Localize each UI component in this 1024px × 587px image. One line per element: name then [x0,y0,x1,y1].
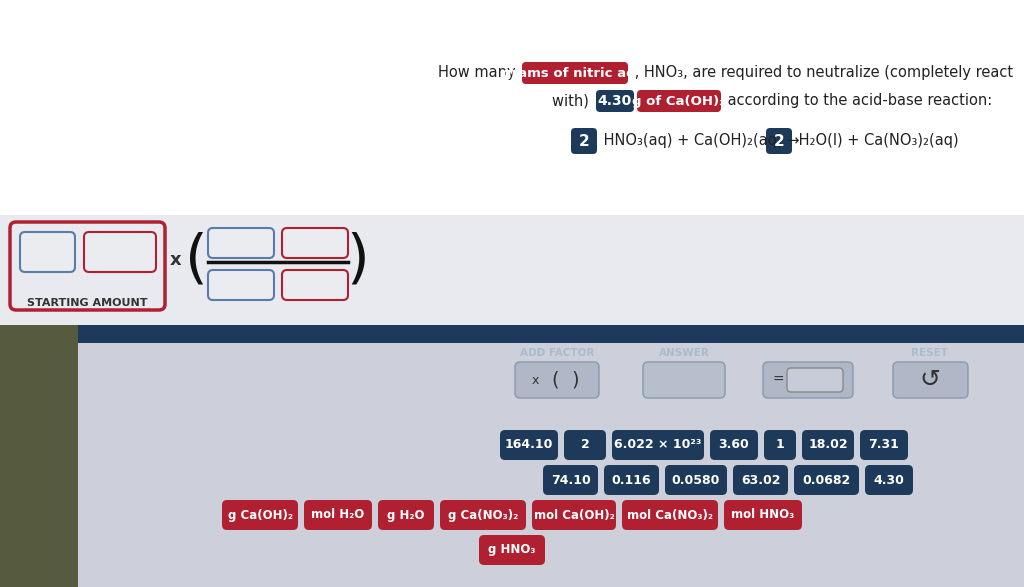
FancyBboxPatch shape [532,500,616,530]
FancyBboxPatch shape [84,232,156,272]
Text: g H₂O: g H₂O [387,508,425,521]
FancyBboxPatch shape [766,128,792,154]
Text: How many: How many [437,66,520,80]
Text: ): ) [571,370,579,390]
FancyBboxPatch shape [794,465,859,495]
Text: 3.60: 3.60 [719,438,750,451]
FancyBboxPatch shape [860,430,908,460]
Text: x: x [531,373,539,386]
FancyBboxPatch shape [865,465,913,495]
Bar [0,215,1024,327]
Text: grams of nitric acid: grams of nitric acid [502,66,648,79]
Text: g Ca(NO₃)₂: g Ca(NO₃)₂ [447,508,518,521]
FancyBboxPatch shape [571,128,597,154]
FancyBboxPatch shape [20,232,75,272]
FancyBboxPatch shape [665,465,727,495]
Text: H₂O(l) + Ca(NO₃)₂(aq): H₂O(l) + Ca(NO₃)₂(aq) [794,133,958,149]
Text: 63.02: 63.02 [740,474,780,487]
Text: 74.10: 74.10 [551,474,591,487]
Text: g Ca(OH)₂: g Ca(OH)₂ [227,508,293,521]
Text: with): with) [553,93,594,109]
Text: (: ( [551,370,559,390]
Text: 164.10: 164.10 [505,438,553,451]
FancyBboxPatch shape [710,430,758,460]
Text: 0.116: 0.116 [611,474,651,487]
Text: STARTING AMOUNT: STARTING AMOUNT [28,298,147,308]
FancyBboxPatch shape [222,500,298,530]
FancyBboxPatch shape [733,465,788,495]
FancyBboxPatch shape [637,90,721,112]
FancyBboxPatch shape [763,362,853,398]
FancyBboxPatch shape [564,430,606,460]
Text: 2: 2 [581,438,590,451]
Text: mol HNO₃: mol HNO₃ [731,508,795,521]
FancyBboxPatch shape [515,362,599,398]
FancyBboxPatch shape [479,535,545,565]
FancyBboxPatch shape [612,430,705,460]
Text: ): ) [347,231,370,288]
Text: HNO₃(aq) + Ca(OH)₂(aq) →: HNO₃(aq) + Ca(OH)₂(aq) → [599,133,804,149]
FancyBboxPatch shape [802,430,854,460]
FancyBboxPatch shape [522,62,628,84]
Text: 1: 1 [775,438,784,451]
FancyBboxPatch shape [440,500,526,530]
Bar [0,325,78,343]
Bar [78,325,1024,343]
Text: ADD FACTOR: ADD FACTOR [520,348,594,358]
Text: ↺: ↺ [920,368,940,392]
Text: 0.0580: 0.0580 [672,474,720,487]
Text: 4.30: 4.30 [873,474,904,487]
Text: 2: 2 [773,133,784,149]
Text: ANSWER: ANSWER [658,348,710,358]
Text: 7.31: 7.31 [868,438,899,451]
FancyBboxPatch shape [208,228,274,258]
FancyBboxPatch shape [596,90,634,112]
FancyBboxPatch shape [604,465,659,495]
Text: according to the acid-base reaction:: according to the acid-base reaction: [723,93,992,109]
Text: mol H₂O: mol H₂O [311,508,365,521]
FancyBboxPatch shape [10,222,165,310]
Text: 4.30: 4.30 [598,94,632,108]
FancyBboxPatch shape [208,270,274,300]
FancyBboxPatch shape [378,500,434,530]
FancyBboxPatch shape [764,430,796,460]
FancyBboxPatch shape [643,362,725,398]
FancyBboxPatch shape [543,465,598,495]
FancyBboxPatch shape [282,228,348,258]
FancyBboxPatch shape [622,500,718,530]
FancyBboxPatch shape [787,368,843,392]
Text: x: x [170,251,182,269]
Text: 2: 2 [579,133,590,149]
Text: , HNO₃, are required to neutralize (completely react: , HNO₃, are required to neutralize (comp… [630,66,1013,80]
Text: 6.022 × 10²³: 6.022 × 10²³ [614,438,701,451]
Text: 0.0682: 0.0682 [803,474,851,487]
FancyBboxPatch shape [282,270,348,300]
Text: RESET: RESET [911,348,948,358]
FancyBboxPatch shape [304,500,372,530]
Text: mol Ca(OH)₂: mol Ca(OH)₂ [534,508,614,521]
Text: 18.02: 18.02 [808,438,848,451]
Text: g HNO₃: g HNO₃ [488,544,536,556]
Bar [78,343,1024,587]
FancyBboxPatch shape [724,500,802,530]
FancyBboxPatch shape [500,430,558,460]
Bar [0,0,1024,215]
Text: =: = [772,373,783,387]
Text: g of Ca(OH)₂: g of Ca(OH)₂ [633,95,725,107]
Text: (: ( [184,231,208,288]
Text: mol Ca(NO₃)₂: mol Ca(NO₃)₂ [627,508,713,521]
FancyBboxPatch shape [893,362,968,398]
Bar [0,343,78,587]
